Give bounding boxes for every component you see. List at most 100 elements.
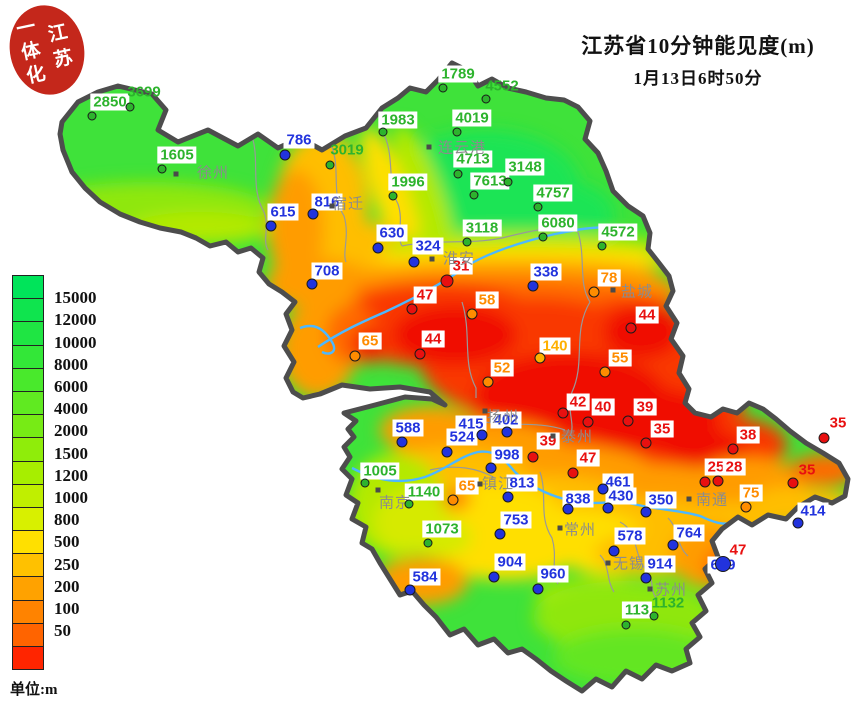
station-value-label: 42 <box>566 393 590 411</box>
legend-tick-label: 200 <box>54 576 80 596</box>
station-dot <box>453 169 463 179</box>
page-title: 江苏省10分钟能见度(m) <box>581 34 815 58</box>
station-dot <box>699 476 711 488</box>
station-dot <box>87 111 97 121</box>
station-dot <box>582 416 594 428</box>
city-label: 徐州 <box>196 164 230 182</box>
city-label: 宿迁 <box>331 195 365 213</box>
station-dot <box>476 429 488 441</box>
station-dot <box>485 462 497 474</box>
station-dot <box>534 352 546 364</box>
legend-color-segment <box>12 576 44 601</box>
station-value-label: 524 <box>446 428 478 446</box>
station-value-label: 65 <box>455 477 479 495</box>
station-value-label: 44 <box>421 330 445 348</box>
station-dot <box>404 499 414 509</box>
station-value-label: 47 <box>576 449 600 467</box>
legend-tick-label: 500 <box>54 532 80 552</box>
station-value-label: 1005 <box>360 462 400 480</box>
station-dot <box>787 477 799 489</box>
legend-tick-label: 15000 <box>54 288 97 308</box>
station-value-label: 113 <box>621 601 653 619</box>
province-border <box>57 60 851 694</box>
city-label: 扬州 <box>486 408 520 426</box>
logo-char: 化 <box>24 61 47 87</box>
station-dot <box>712 475 724 487</box>
legend-tick-label: 1500 <box>54 443 88 463</box>
station-value-label: 58 <box>475 291 499 309</box>
station-dot <box>715 556 731 572</box>
station-value-label: 338 <box>530 263 562 281</box>
station-dot <box>649 611 659 621</box>
station-dot <box>414 348 426 360</box>
legend-ticks: 15000 12000 10000 8000 6000 4000 2000 1500 1200 1… <box>54 276 124 676</box>
legend-color-segment <box>12 599 44 624</box>
station-dot <box>349 350 361 362</box>
station-dot <box>265 220 277 232</box>
legend-color-segment <box>12 390 44 416</box>
legend-tick-label: 50 <box>54 621 71 641</box>
station-value-label: 25 <box>704 458 728 476</box>
station-dot <box>494 528 506 540</box>
station-dot <box>597 241 607 251</box>
station-dot <box>740 501 752 513</box>
page-subtitle: 1月13日6时50分 <box>633 69 763 88</box>
station-value-label: 39 <box>633 398 657 416</box>
station-value-label: 31 <box>449 257 473 275</box>
station-value-label: 4757 <box>533 184 573 202</box>
legend-color-segment <box>12 367 44 392</box>
station-value-label: 78 <box>597 269 621 287</box>
logo-char: 江 <box>46 21 69 46</box>
station-dot <box>307 208 319 220</box>
legend-color-segment <box>12 344 44 369</box>
station-dot <box>621 620 631 630</box>
station-dot <box>588 286 600 298</box>
station-dot <box>640 437 652 449</box>
station-value-label: 35 <box>798 461 816 479</box>
station-value-label: 813 <box>506 474 538 492</box>
station-value-label: 914 <box>644 555 676 573</box>
legend-tick-label: 4000 <box>54 399 88 419</box>
legend-tick-label: 250 <box>54 554 80 574</box>
station-value-label: 75 <box>739 484 763 502</box>
city-marker <box>329 203 335 209</box>
legend-color-segment <box>12 437 44 462</box>
station-dot <box>608 545 620 557</box>
station-dot <box>423 538 433 548</box>
station-value-label: 414 <box>797 502 829 520</box>
station-value-label: 3118 <box>462 219 502 237</box>
station-value-label: 588 <box>392 419 424 437</box>
station-dot <box>818 432 830 444</box>
city-marker <box>375 487 381 493</box>
legend-tick-label: 6000 <box>54 377 88 396</box>
station-dot <box>640 506 652 518</box>
legend-tick-label: 1200 <box>54 465 88 485</box>
station-dot <box>441 446 453 458</box>
station-dot <box>279 149 291 161</box>
station-dot <box>622 415 634 427</box>
city-label: 常州 <box>563 521 597 539</box>
station-value-label: 4019 <box>452 109 492 127</box>
city-marker <box>550 433 556 439</box>
legend-tick-label: 100 <box>54 599 80 618</box>
station-dot <box>360 478 370 488</box>
station-value-label: 40 <box>591 398 615 416</box>
station-value-label: 1073 <box>422 520 462 538</box>
station-value-label: 753 <box>500 511 532 529</box>
station-value-label: 838 <box>562 490 594 508</box>
legend-color-segment <box>12 646 44 671</box>
station-value-label: 4713 <box>453 150 493 168</box>
legend-tick-label: 800 <box>54 510 80 530</box>
station-dot <box>325 160 335 170</box>
station-dot <box>447 494 459 506</box>
station-value-label: 140 <box>539 337 571 355</box>
station-value-label: 47 <box>726 541 750 559</box>
station-value-label: 1996 <box>388 173 428 191</box>
station-value-label: 3699 <box>127 83 161 101</box>
station-dot <box>452 127 462 137</box>
station-dot <box>597 483 609 495</box>
